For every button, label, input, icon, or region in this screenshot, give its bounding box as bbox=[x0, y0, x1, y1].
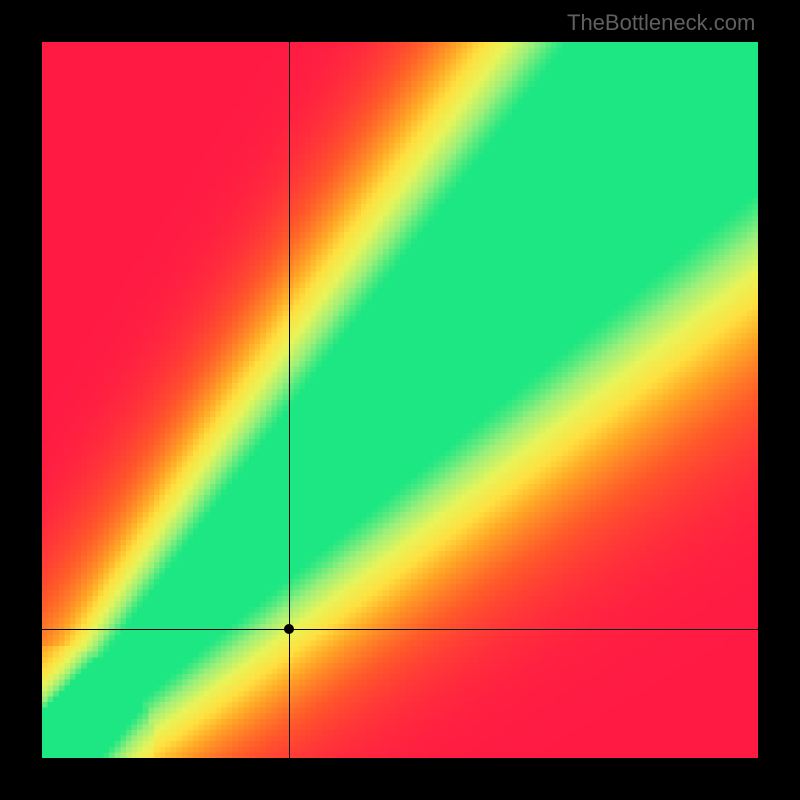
crosshair-horizontal bbox=[42, 629, 758, 630]
watermark-text: TheBottleneck.com bbox=[567, 10, 755, 36]
chart-frame bbox=[42, 42, 758, 758]
bottleneck-heatmap bbox=[42, 42, 758, 758]
selection-marker-dot bbox=[284, 624, 294, 634]
crosshair-vertical bbox=[289, 42, 290, 758]
